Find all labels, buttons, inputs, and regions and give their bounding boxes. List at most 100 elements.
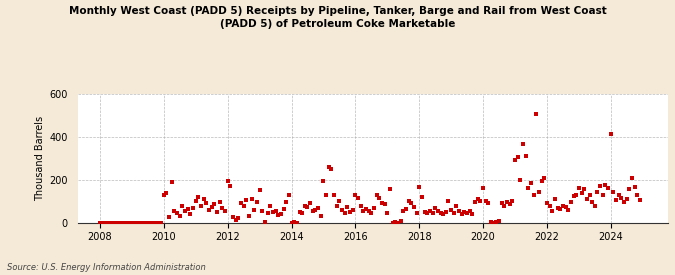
- Point: [622, 197, 632, 201]
- Point: [126, 221, 137, 225]
- Point: [603, 186, 614, 191]
- Point: [600, 183, 611, 187]
- Point: [387, 221, 398, 225]
- Y-axis label: Thousand Barrels: Thousand Barrels: [35, 116, 45, 201]
- Point: [496, 201, 507, 206]
- Point: [504, 202, 515, 207]
- Point: [140, 221, 151, 225]
- Point: [281, 200, 292, 205]
- Point: [348, 208, 358, 212]
- Point: [366, 211, 377, 215]
- Point: [549, 197, 560, 201]
- Point: [363, 209, 374, 213]
- Point: [510, 158, 520, 163]
- Point: [304, 201, 315, 206]
- Point: [252, 200, 263, 205]
- Point: [358, 209, 369, 213]
- Point: [464, 209, 475, 213]
- Point: [587, 200, 597, 205]
- Point: [481, 199, 491, 204]
- Point: [329, 192, 340, 197]
- Point: [105, 221, 116, 225]
- Point: [422, 211, 433, 215]
- Point: [584, 192, 595, 197]
- Point: [533, 189, 544, 194]
- Point: [124, 221, 134, 225]
- Point: [284, 192, 294, 197]
- Point: [273, 213, 284, 218]
- Point: [512, 155, 523, 159]
- Point: [483, 201, 494, 206]
- Point: [310, 208, 321, 212]
- Point: [222, 178, 233, 183]
- Point: [536, 178, 547, 183]
- Point: [369, 205, 379, 210]
- Point: [408, 204, 419, 209]
- Point: [137, 221, 148, 225]
- Point: [185, 212, 196, 216]
- Point: [634, 198, 645, 202]
- Point: [132, 221, 142, 225]
- Point: [289, 219, 300, 224]
- Point: [574, 186, 585, 191]
- Point: [209, 202, 220, 207]
- Point: [395, 218, 406, 223]
- Point: [470, 200, 481, 205]
- Point: [300, 203, 310, 208]
- Point: [318, 178, 329, 183]
- Point: [236, 201, 246, 206]
- Point: [188, 205, 198, 210]
- Point: [539, 175, 549, 180]
- Point: [597, 192, 608, 197]
- Point: [145, 221, 156, 225]
- Point: [321, 192, 331, 197]
- Point: [488, 221, 499, 225]
- Point: [355, 203, 366, 208]
- Point: [233, 216, 244, 221]
- Point: [326, 167, 337, 171]
- Point: [371, 192, 382, 197]
- Point: [529, 192, 539, 197]
- Point: [164, 215, 175, 219]
- Point: [576, 190, 587, 195]
- Point: [167, 180, 178, 184]
- Point: [148, 221, 159, 225]
- Point: [552, 205, 563, 210]
- Point: [241, 198, 252, 202]
- Point: [95, 221, 105, 225]
- Point: [265, 203, 275, 208]
- Point: [204, 208, 215, 212]
- Point: [286, 221, 297, 225]
- Point: [151, 221, 161, 225]
- Point: [212, 210, 223, 214]
- Point: [174, 214, 185, 218]
- Point: [116, 221, 127, 225]
- Point: [629, 185, 640, 189]
- Point: [207, 204, 217, 209]
- Point: [472, 197, 483, 201]
- Point: [451, 203, 462, 208]
- Point: [571, 192, 582, 197]
- Point: [614, 192, 624, 197]
- Point: [393, 221, 404, 225]
- Point: [411, 211, 422, 215]
- Point: [454, 209, 464, 213]
- Point: [227, 215, 238, 219]
- Point: [103, 221, 113, 225]
- Point: [467, 212, 478, 216]
- Point: [259, 219, 270, 224]
- Point: [563, 208, 574, 212]
- Point: [430, 205, 441, 210]
- Point: [352, 196, 363, 200]
- Point: [475, 199, 486, 204]
- Point: [129, 221, 140, 225]
- Point: [502, 200, 512, 205]
- Point: [313, 205, 323, 210]
- Point: [238, 203, 249, 208]
- Point: [555, 207, 566, 211]
- Point: [448, 211, 459, 215]
- Point: [507, 199, 518, 204]
- Point: [246, 197, 257, 201]
- Point: [403, 199, 414, 204]
- Point: [225, 184, 236, 188]
